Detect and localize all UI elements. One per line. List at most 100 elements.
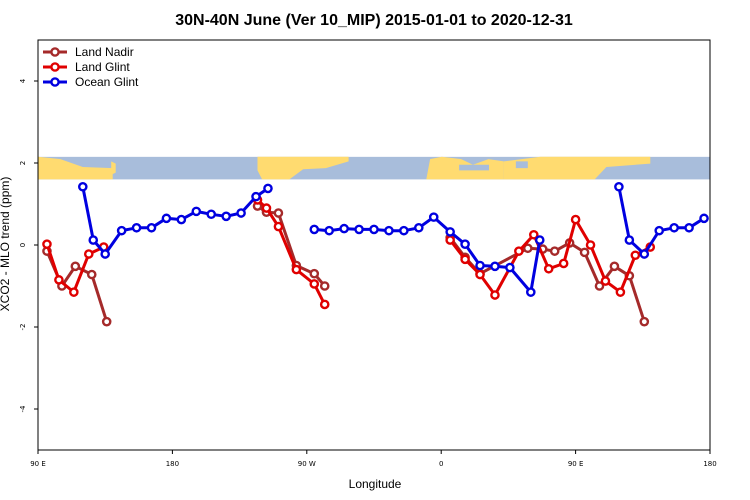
point-ocean-glint-2-6 [699,213,709,224]
point-ocean-glint-0-7 [176,214,187,225]
point-land-nadir-2-8 [594,281,605,291]
point-land-nadir-2-5 [549,246,560,256]
point-land-glint-2-10 [600,276,611,286]
x-axis-label: Longitude [349,477,402,491]
legend-label-land-nadir: Land Nadir [75,45,134,59]
plot-frame [37,39,711,451]
y-tick-label-1: -2 [19,324,27,331]
point-land-nadir-1-4 [309,268,320,279]
map-sea-0 [459,164,489,171]
point-ocean-glint-0-5 [146,222,157,233]
point-ocean-glint-0-12 [251,191,261,202]
point-ocean-glint-0-10 [221,211,231,222]
series-line-ocean-glint-1 [314,215,542,294]
point-land-glint-2-3 [490,290,500,300]
legend-marker-ocean-glint [50,77,60,87]
point-ocean-glint-1-9 [445,227,455,237]
point-land-glint-2-1 [460,254,470,265]
point-ocean-glint-0-0 [78,181,88,192]
map-land-0 [38,156,113,180]
point-land-glint-1-2 [273,221,284,232]
series-ocean-glint [78,181,709,297]
x-tick-label-5: 180 [703,460,716,468]
point-land-glint-2-8 [570,214,581,225]
series-land-nadir [42,201,650,327]
point-ocean-glint-1-3 [354,224,364,235]
series-land-glint [42,195,656,310]
x-axis: 90 E 180 90 W 0 90 E 180 [30,450,717,468]
point-land-glint-2-12 [630,250,641,261]
x-tick-label-2: 90 W [298,460,316,468]
point-ocean-glint-1-1 [324,225,335,236]
point-ocean-glint-1-10 [460,239,470,249]
point-land-glint-2-7 [558,258,569,269]
x-tick-label-4: 90 E [568,460,584,468]
map-land-4 [503,156,651,180]
point-land-glint-2-0 [445,235,455,245]
point-ocean-glint-2-5 [684,222,694,233]
point-ocean-glint-1-7 [413,222,424,233]
point-ocean-glint-0-6 [161,213,172,224]
point-ocean-glint-1-8 [428,212,439,222]
point-land-nadir-1-2 [273,208,284,218]
point-land-glint-1-5 [319,299,330,310]
point-land-glint-2-4 [514,246,524,256]
x-tick-label-1: 180 [166,460,179,468]
point-ocean-glint-1-0 [309,224,320,235]
point-ocean-glint-2-0 [614,181,624,192]
point-ocean-glint-1-6 [399,225,409,236]
point-ocean-glint-1-15 [534,235,545,245]
point-land-glint-0-0 [42,239,52,249]
x-tick-label-0: 90 E [30,460,46,468]
point-land-glint-1-3 [291,264,302,275]
point-ocean-glint-2-1 [624,235,635,245]
point-land-nadir-2-11 [639,316,650,327]
point-land-glint-2-9 [585,240,596,250]
legend-label-ocean-glint: Ocean Glint [75,75,139,89]
point-ocean-glint-1-4 [369,224,379,235]
point-ocean-glint-0-1 [88,235,99,245]
series-layer [42,181,709,327]
y-tick-label-4: 4 [19,78,27,83]
point-land-glint-2-6 [543,263,554,274]
legend-marker-land-glint [50,62,60,72]
point-ocean-glint-0-3 [116,225,127,236]
point-ocean-glint-1-13 [505,262,515,273]
y-axis-label: XCO2 - MLO trend (ppm) [0,177,12,312]
y-tick-label-0: -4 [19,405,27,413]
point-ocean-glint-0-11 [236,208,246,218]
point-ocean-glint-0-13 [263,183,273,194]
y-tick-label-3: 2 [19,161,27,165]
point-ocean-glint-0-9 [206,209,217,220]
point-ocean-glint-1-14 [526,287,536,297]
world-map-strip [38,156,710,180]
point-land-nadir-2-3 [523,243,533,254]
map-land-1 [111,161,116,175]
point-land-glint-2-5 [528,229,539,240]
point-ocean-glint-1-12 [490,261,500,272]
point-ocean-glint-2-4 [669,222,679,233]
point-ocean-glint-1-5 [384,225,394,236]
point-land-glint-0-3 [83,249,94,259]
point-land-nadir-0-4 [101,316,112,327]
map-land-areas [38,156,651,180]
point-land-glint-2-2 [475,269,485,280]
point-ocean-glint-0-2 [100,249,110,259]
map-land-2 [257,156,349,180]
y-axis: -4 -2 0 2 4 [19,78,38,412]
chart-title: 30N-40N June (Ver 10_MIP) 2015-01-01 to … [175,12,573,29]
y-tick-label-2: 0 [19,243,27,247]
point-ocean-glint-2-3 [654,225,665,236]
point-land-glint-2-11 [615,287,626,297]
point-ocean-glint-2-2 [639,249,650,259]
point-ocean-glint-1-2 [339,223,349,234]
x-tick-label-3: 0 [439,460,443,468]
map-sea-1 [515,161,528,169]
point-land-nadir-0-2 [70,261,81,272]
point-land-glint-1-4 [309,279,320,289]
point-land-nadir-2-9 [609,261,620,272]
point-land-nadir-2-7 [579,247,590,258]
legend-marker-land-nadir [50,47,60,57]
